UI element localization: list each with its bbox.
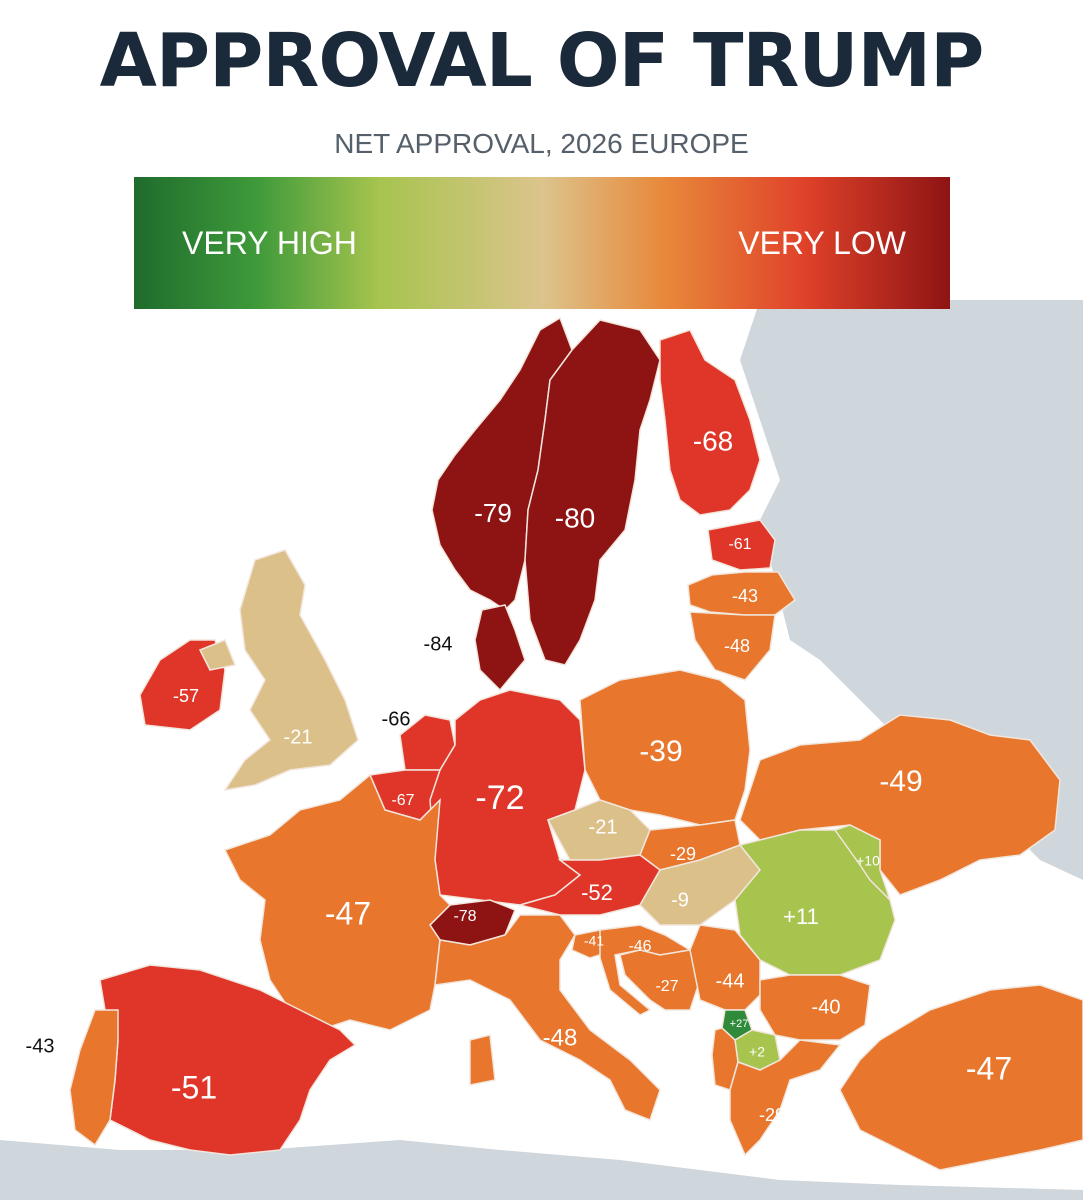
region-italy[interactable] — [434, 914, 661, 1121]
label-romania: +11 — [783, 904, 819, 929]
label-netherlands: -66 — [382, 708, 411, 730]
region-bulgaria[interactable] — [759, 974, 871, 1041]
outside-land-east — [740, 300, 1083, 880]
label-germany: -72 — [475, 779, 524, 817]
label-estonia: -61 — [728, 536, 751, 553]
label-bulgaria: -40 — [812, 996, 841, 1018]
region-austria[interactable] — [517, 854, 661, 916]
region-romania[interactable] — [734, 829, 896, 976]
label-belgium: -67 — [391, 792, 414, 809]
region-ireland[interactable] — [139, 639, 226, 731]
color-scale-legend: VERY HIGH VERY LOW — [134, 177, 950, 309]
label-north-macedonia: +2 — [749, 1044, 765, 1060]
region-bosnia[interactable] — [619, 949, 701, 1011]
label-turkey: -47 — [966, 1050, 1012, 1086]
map-title: APPROVAL OF TRUMP — [99, 18, 985, 104]
label-switzerland: -78 — [453, 908, 476, 925]
region-france[interactable] — [223, 773, 452, 1031]
region-sweden[interactable] — [524, 319, 661, 666]
label-slovenia: -41 — [584, 933, 604, 949]
label-moldova: +10 — [856, 853, 880, 869]
region-latvia[interactable] — [687, 571, 796, 616]
region-croatia[interactable] — [599, 924, 693, 1016]
region-portugal[interactable] — [69, 1009, 119, 1147]
label-france: -47 — [325, 895, 371, 931]
legend-low-label: VERY LOW — [738, 225, 906, 261]
region-estonia[interactable] — [707, 519, 776, 571]
label-bosnia: -27 — [655, 978, 678, 995]
label-latvia: -43 — [732, 586, 758, 606]
label-spain: -51 — [171, 1069, 217, 1105]
region-finland[interactable] — [659, 329, 761, 516]
label-croatia: -46 — [628, 938, 651, 955]
label-slovakia: -29 — [670, 844, 696, 864]
label-sweden: -80 — [555, 502, 595, 533]
map-subtitle: NET APPROVAL, 2026 EUROPE — [334, 128, 749, 159]
label-lithuania: -48 — [724, 636, 750, 656]
outside-land-south — [0, 1140, 1083, 1200]
label-uk: -21 — [284, 726, 313, 748]
region-greece[interactable] — [729, 1039, 842, 1157]
region-lithuania[interactable] — [689, 611, 776, 681]
label-poland: -39 — [639, 735, 682, 768]
label-denmark: -84 — [424, 633, 453, 655]
label-hungary: -9 — [671, 889, 689, 911]
legend-high-label: VERY HIGH — [182, 225, 357, 261]
region-denmark[interactable] — [474, 604, 526, 692]
region-moldova[interactable] — [833, 824, 891, 901]
label-czechia: -21 — [589, 816, 618, 838]
label-kosovo: +27 — [730, 1018, 749, 1030]
label-serbia: -44 — [716, 970, 745, 992]
label-portugal: -43 — [26, 1035, 55, 1057]
region-turkey[interactable] — [839, 984, 1083, 1171]
label-italy: -48 — [543, 1024, 578, 1051]
label-norway: -79 — [474, 498, 512, 528]
label-ireland: -57 — [173, 686, 199, 706]
region-uk[interactable] — [198, 549, 359, 792]
label-albania: -29 — [759, 1105, 785, 1125]
label-finland: -68 — [693, 425, 733, 456]
label-austria: -52 — [581, 880, 613, 905]
label-ukraine: -49 — [879, 765, 922, 798]
